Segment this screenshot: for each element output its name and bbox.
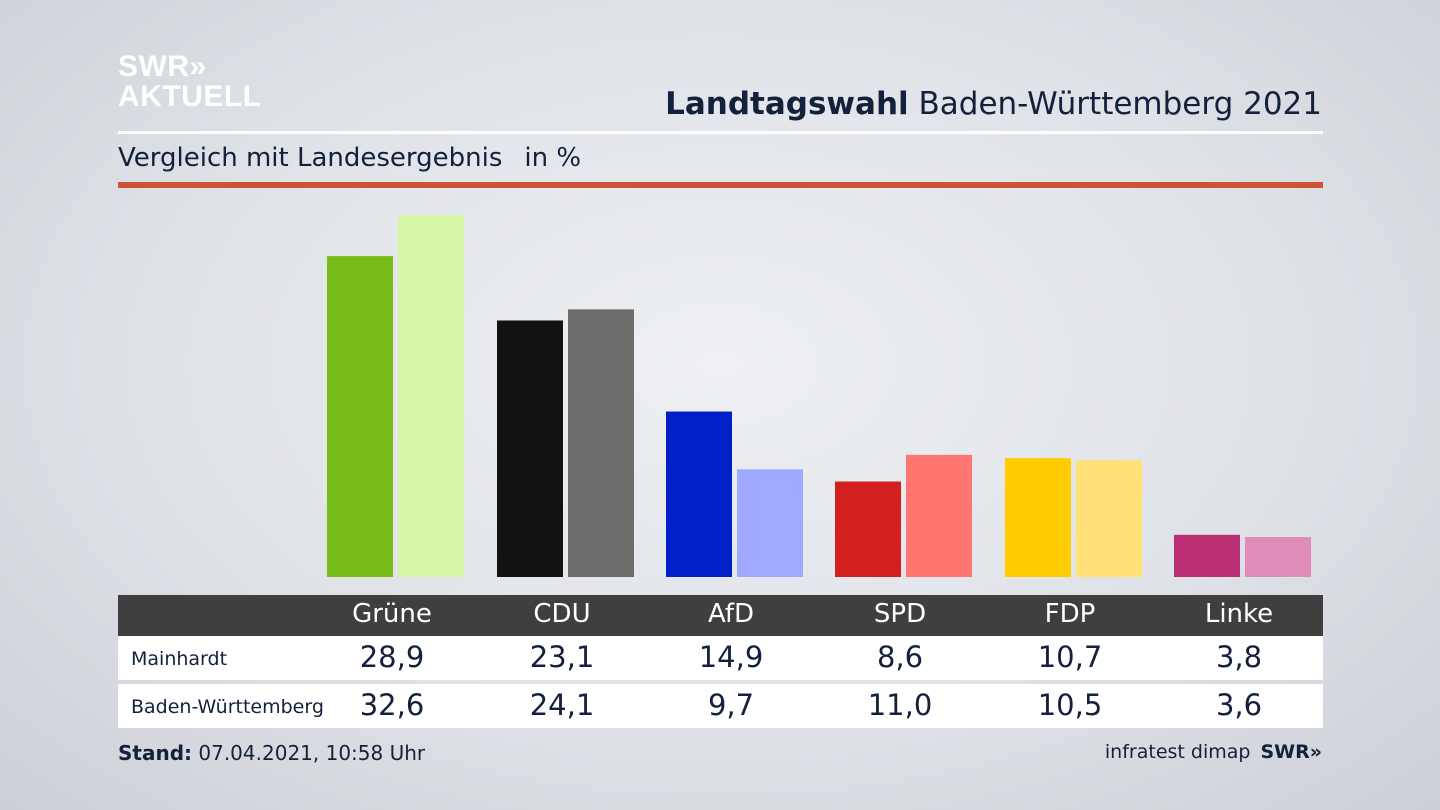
row-label: Mainhardt [131,648,228,670]
value-cell: 8,6 [876,640,924,674]
value-cell: 9,7 [707,688,755,722]
title-rest: Baden-Württemberg 2021 [918,86,1322,122]
bar-bw-5 [1245,537,1311,577]
party-header: FDP [1044,599,1096,629]
bar-mainhardt-5 [1174,534,1240,577]
bar-bw-2 [737,469,803,577]
swr-logo: SWR» [1260,741,1322,763]
bar-mainhardt-0 [327,256,393,577]
bar-mainhardt-4 [1005,458,1071,577]
results-table: Grüne CDU AfD SPD FDP Linke Mainhardt 28,9 23,1… [118,595,1323,728]
bar-chart [327,215,1311,577]
bar-mainhardt-1 [497,320,563,577]
logo-line-2: AKTUELL [118,80,262,113]
party-header: AfD [707,599,755,629]
source: infratest dimap SWR» [1105,741,1322,763]
value-cell: 10,5 [1037,688,1103,722]
value-cell: 23,1 [529,640,595,674]
table-header: Grüne CDU AfD SPD FDP Linke [118,595,1323,636]
party-header: Linke [1204,599,1274,629]
source-text: infratest dimap [1104,741,1251,763]
value-cell: 28,9 [359,640,425,674]
stand-value: 07.04.2021, 10:58 Uhr [198,741,426,765]
value-cell: 3,6 [1215,688,1263,722]
bar-bw-3 [906,454,972,577]
value-cell: 10,7 [1037,640,1103,674]
value-cell: 3,8 [1215,640,1263,674]
unit-label: in % [524,143,582,173]
logo-line-1: SWR» [118,50,207,83]
timestamp: Stand: 07.04.2021, 10:58 Uhr [118,741,425,765]
value-cell: 14,9 [698,640,764,674]
stand-label: Stand: [118,741,193,765]
value-cell: 32,6 [359,688,425,722]
divider [118,131,1323,134]
subtitle: Vergleich mit Landesergebnis in % [118,143,581,173]
bar-bw-4 [1076,460,1142,577]
bar-mainhardt-3 [835,481,901,577]
row-label: Baden-Württemberg [131,696,324,718]
accent-line [118,182,1323,188]
value-cell: 24,1 [529,688,595,722]
bar-bw-1 [568,309,634,577]
party-header: Grüne [352,599,432,629]
table-row: Baden-Württemberg 32,6 24,1 9,7 11,0 10,5 3,6 [118,684,1323,728]
bar-mainhardt-2 [666,411,732,577]
bar-bw-0 [398,215,464,577]
swr-aktuell-logo: SWR» AKTUELL [118,52,261,112]
table-row: Mainhardt 28,9 23,1 14,9 8,6 10,7 3,8 [118,636,1323,680]
party-header: CDU [533,599,591,629]
party-header: SPD [873,599,927,629]
chart-title: Landtagswahl Baden-Württemberg 2021 [665,86,1322,122]
value-cell: 11,0 [867,688,933,722]
title-bold: Landtagswahl [665,86,909,122]
subtitle-text: Vergleich mit Landesergebnis [118,143,503,173]
